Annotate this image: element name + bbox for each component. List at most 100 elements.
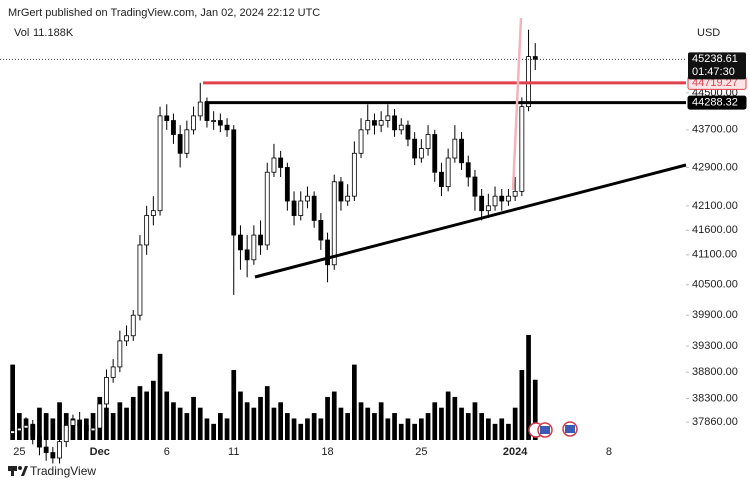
volume-bar bbox=[218, 413, 223, 440]
y-tick-label: 39900.00 bbox=[692, 309, 738, 321]
volume-bar bbox=[405, 418, 411, 440]
candle-body bbox=[124, 335, 129, 342]
volume-bar bbox=[157, 353, 163, 440]
volume-bar bbox=[144, 391, 149, 440]
volume-bar bbox=[10, 364, 15, 440]
volume-bar bbox=[325, 396, 330, 440]
volume-bar bbox=[204, 418, 210, 440]
drawn-line bbox=[511, 17, 523, 191]
volume-bar bbox=[110, 413, 116, 440]
volume-bar bbox=[271, 407, 277, 440]
volume-bar bbox=[472, 402, 478, 440]
candle-body bbox=[338, 181, 344, 202]
candle-body bbox=[224, 124, 230, 131]
volume-bar bbox=[171, 402, 176, 440]
candle-body bbox=[97, 403, 103, 429]
candle-body bbox=[258, 234, 263, 246]
volume-bar bbox=[445, 391, 451, 440]
candle-body bbox=[499, 195, 505, 202]
volume-bar bbox=[352, 364, 357, 440]
last-price-box bbox=[688, 52, 746, 80]
candle-body bbox=[445, 157, 451, 187]
candle-body bbox=[137, 244, 143, 316]
candle-body bbox=[284, 167, 290, 202]
candle-body bbox=[77, 419, 83, 426]
candle-body bbox=[392, 115, 397, 131]
volume-bar bbox=[311, 413, 317, 440]
volume-bar bbox=[130, 396, 136, 440]
y-tick-label: 42100.00 bbox=[692, 200, 738, 212]
candle-body bbox=[191, 115, 196, 131]
volume-bar bbox=[43, 413, 49, 440]
volume-bar bbox=[117, 402, 123, 440]
volume-bar bbox=[37, 407, 42, 440]
countdown: 01:47:30 bbox=[692, 66, 735, 78]
volume-bar bbox=[278, 402, 283, 440]
candle-body bbox=[23, 424, 29, 429]
logo-part bbox=[21, 466, 28, 476]
volume-bar bbox=[177, 407, 183, 440]
trendline bbox=[254, 163, 687, 279]
candle-body bbox=[177, 134, 183, 154]
volume-bar bbox=[164, 391, 170, 440]
volume-bar bbox=[211, 423, 216, 440]
candle-body bbox=[16, 427, 22, 432]
logo-part bbox=[11, 466, 14, 476]
candle-body bbox=[365, 120, 371, 131]
volume-bar bbox=[305, 418, 310, 440]
volume-bar bbox=[432, 402, 438, 440]
volume-bar bbox=[124, 407, 129, 440]
x-tick-label: Dec bbox=[90, 446, 110, 458]
candle-body bbox=[512, 190, 518, 197]
volume-bar bbox=[479, 413, 484, 440]
candle-body bbox=[372, 120, 377, 126]
candle-body bbox=[479, 195, 485, 212]
event-icons bbox=[528, 421, 578, 438]
volume-bar bbox=[238, 391, 243, 440]
candle-body bbox=[305, 195, 310, 202]
volume-bar bbox=[506, 423, 511, 440]
candle-body bbox=[459, 138, 464, 164]
volume-bar bbox=[526, 335, 531, 440]
level-label: 44288.32 bbox=[692, 96, 738, 108]
candle-body bbox=[358, 129, 364, 154]
candle-body bbox=[506, 195, 511, 202]
candle-body bbox=[244, 249, 250, 261]
candle-body bbox=[217, 120, 223, 126]
event-flag bbox=[565, 425, 575, 433]
candle-body bbox=[351, 152, 357, 197]
x-tick-label: 25 bbox=[13, 446, 25, 458]
candle-body bbox=[398, 124, 404, 131]
candle-body bbox=[405, 124, 411, 140]
candle-body bbox=[57, 441, 62, 459]
candle-body bbox=[378, 120, 384, 126]
header: MrGert published on TradingView.com, Jan… bbox=[8, 7, 320, 19]
candle-body bbox=[63, 424, 69, 443]
candle-body bbox=[532, 56, 538, 60]
candle-body bbox=[70, 419, 76, 426]
x-tick-label: 6 bbox=[164, 446, 170, 458]
candle-body bbox=[465, 162, 471, 178]
candle-body bbox=[439, 171, 444, 187]
candle-body bbox=[264, 171, 270, 246]
y-tick-label: 41600.00 bbox=[692, 224, 738, 236]
candle-body bbox=[104, 377, 109, 405]
y-tick-label: 41100.00 bbox=[692, 249, 737, 261]
volume-bar bbox=[197, 407, 203, 440]
x-tick-label: 11 bbox=[228, 446, 239, 458]
candle-body bbox=[110, 366, 116, 378]
candle-body bbox=[30, 424, 36, 437]
candle-body bbox=[452, 138, 458, 159]
volume-bar bbox=[459, 407, 464, 440]
candle-body bbox=[150, 210, 156, 216]
volume-bar bbox=[425, 413, 431, 440]
candle-body bbox=[318, 220, 324, 241]
candle-body bbox=[278, 157, 284, 168]
candle-body bbox=[83, 424, 89, 432]
x-tick-label: 18 bbox=[321, 446, 333, 458]
volume-bar bbox=[385, 418, 391, 440]
y-tick-label: 38300.00 bbox=[692, 393, 738, 405]
last-price-label: 45238.61 bbox=[692, 53, 738, 65]
